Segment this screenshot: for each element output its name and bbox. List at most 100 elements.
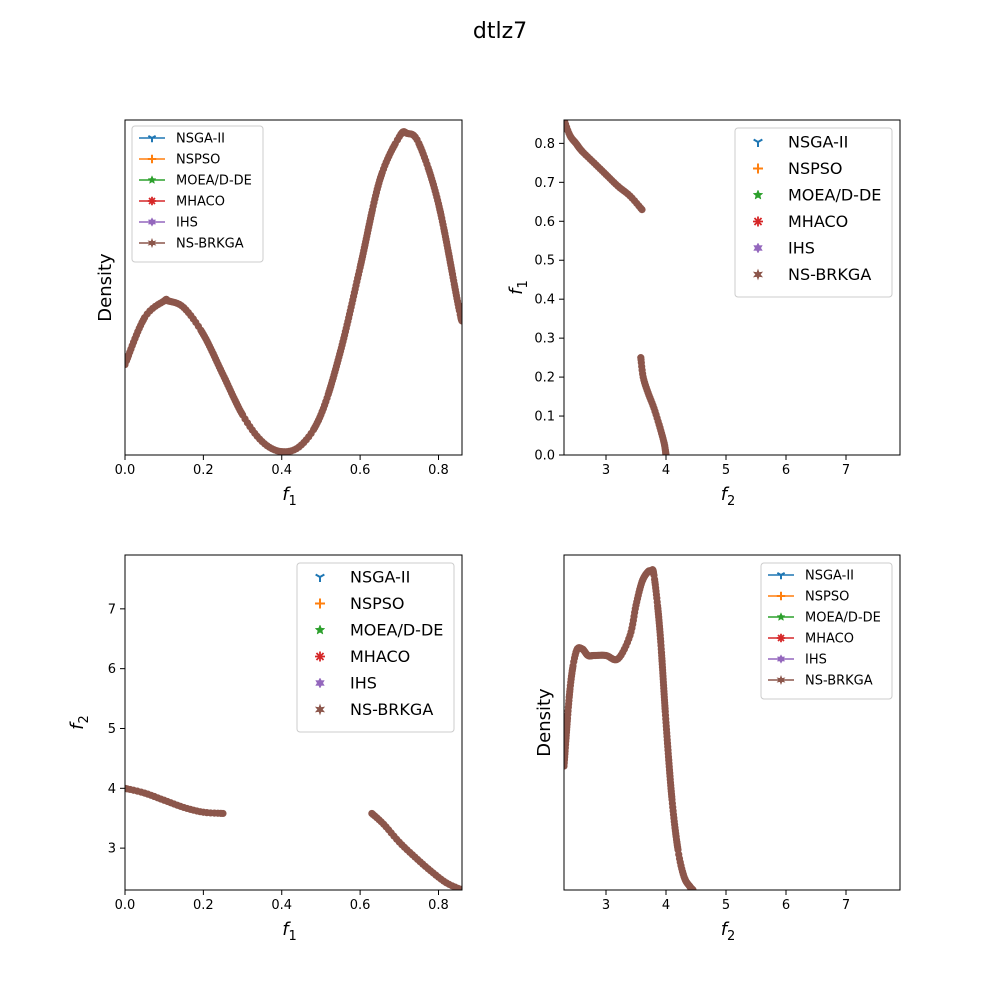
legend-label: MHACO: [788, 212, 848, 231]
x-tick-label: 7: [842, 463, 850, 478]
legend-entry: MOEA/D-DE: [314, 621, 443, 640]
legend-entry: MHACO: [315, 647, 410, 666]
legend-entry: NSGA-II: [753, 133, 848, 152]
y-axis-label: Density: [95, 253, 116, 322]
legend-scatter-f1-f2: NSGA-II NSPSO MOEA/D-DE MHACO IHS NS-BRKGA: [296, 562, 455, 733]
plot-area-scatter-f2-f1: [564, 120, 670, 455]
x-axis-label: f1: [282, 484, 297, 509]
legend-label: NSPSO: [788, 159, 843, 178]
y-tick-label: 0.5: [534, 254, 555, 269]
y-tick-label: 0.4: [534, 293, 555, 308]
y-tick-label: 0.8: [534, 137, 555, 152]
y-tick-label: 5: [108, 722, 116, 737]
legend-label: NSPSO: [805, 590, 849, 605]
legend-entry: IHS: [768, 653, 827, 668]
legend-entry: MHACO: [139, 195, 225, 210]
legend-label: IHS: [176, 216, 198, 231]
legend-label: MOEA/D-DE: [176, 174, 252, 189]
x-tick-label: 7: [842, 898, 850, 913]
x-tick-label: 0.8: [428, 463, 449, 478]
x-tick-label: 0.8: [428, 898, 449, 913]
legend-label: IHS: [350, 674, 377, 693]
plot-area-scatter-f1-f2: [125, 784, 462, 890]
legend-label: NSGA-II: [788, 133, 848, 152]
legend-entry: NS-BRKGA: [752, 265, 871, 284]
x-tick-label: 3: [602, 463, 610, 478]
axes-frame-scatter-f2-f1: [563, 119, 901, 456]
legend-entry: NSPSO: [315, 594, 405, 613]
x-tick-label: 6: [782, 898, 790, 913]
data-point: [689, 886, 697, 890]
y-tick-label: 0.1: [534, 410, 555, 425]
legend-label: MHACO: [176, 195, 225, 210]
legend-label: NS-BRKGA: [788, 265, 871, 284]
x-tick-label: 0.0: [115, 898, 136, 913]
x-axis-label: f1: [282, 919, 297, 944]
legend-entry: NSPSO: [139, 153, 220, 168]
x-tick-label: 0.4: [271, 463, 292, 478]
legend-label: NSPSO: [176, 153, 220, 168]
y-axis-label: f2: [67, 715, 92, 730]
x-tick-label: 6: [782, 463, 790, 478]
subplot-scatter-f1-f2: 0.0 0.2 0.4 0.6 0.8 3 4 5 6 7 f1 f2 NSGA-II NSPSO MOEA…: [67, 554, 463, 944]
legend-label: NSGA-II: [805, 569, 854, 584]
axes-frame-density-f1: [124, 119, 463, 456]
legend-entry: NSPSO: [753, 159, 843, 178]
legend-entry: MHACO: [768, 632, 854, 647]
legend-density-f1: NSGA-II NSPSO MOEA/D-DE MHACO IHS NS-BRKGA: [131, 125, 264, 263]
x-axis-label: f2: [721, 919, 736, 944]
figure-title: dtlz7: [473, 19, 527, 44]
y-axis-label: Density: [534, 688, 555, 757]
subplot-scatter-f2-f1: 3 4 5 6 7 0.0 0.1 0.2 0.3 0.4 0.5 0.6 0.7 0.8 f2 f1 NSGA…: [506, 119, 901, 509]
legend-label: MOEA/D-DE: [350, 621, 443, 640]
legend-label: MOEA/D-DE: [805, 611, 881, 626]
x-tick-label: 4: [662, 463, 670, 478]
legend-label: IHS: [805, 653, 827, 668]
y-tick-label: 6: [108, 662, 116, 677]
legend-label: MHACO: [350, 647, 410, 666]
y-tick-label: 0.3: [534, 332, 555, 347]
legend-entry: IHS: [753, 239, 815, 258]
x-tick-label: 5: [722, 463, 730, 478]
x-tick-label: 4: [662, 898, 670, 913]
legend-entry: NSGA-II: [768, 569, 854, 584]
x-tick-label: 0.2: [193, 898, 214, 913]
legend-entry: MOEA/D-DE: [752, 186, 881, 205]
x-tick-label: 0.2: [193, 463, 214, 478]
x-tick-label: 0.0: [115, 463, 136, 478]
data-point: [458, 317, 462, 325]
legend-label: MOEA/D-DE: [788, 186, 881, 205]
plot-area-density-f1: [125, 128, 462, 455]
legend-entry: IHS: [139, 216, 198, 231]
legend-label: NS-BRKGA: [176, 237, 244, 252]
x-tick-label: 5: [722, 898, 730, 913]
legend-entry: NSGA-II: [315, 568, 410, 587]
y-tick-label: 0.6: [534, 215, 555, 230]
y-tick-label: 0.7: [534, 176, 555, 191]
legend-entry: NSPSO: [768, 590, 849, 605]
x-tick-label: 3: [602, 898, 610, 913]
legend-label: NS-BRKGA: [350, 700, 433, 719]
x-tick-label: 0.4: [271, 898, 292, 913]
data-point: [219, 809, 227, 818]
legend-entry: MHACO: [753, 212, 848, 231]
legend-label: NSPSO: [350, 594, 405, 613]
y-axis-label: f1: [506, 280, 531, 295]
y-tick-label: 0.0: [534, 449, 555, 464]
data-point: [638, 205, 646, 214]
legend-label: MHACO: [805, 632, 854, 647]
x-axis-label: f2: [721, 484, 736, 509]
legend-entry: NSGA-II: [139, 132, 225, 147]
y-tick-label: 3: [108, 842, 116, 857]
axes-frame-density-f2: [563, 554, 901, 891]
legend-entry: NS-BRKGA: [139, 237, 244, 252]
x-tick-label: 0.6: [350, 463, 371, 478]
legend-entry: MOEA/D-DE: [139, 174, 252, 189]
legend-label: IHS: [788, 239, 815, 258]
axes-frame-scatter-f1-f2: [124, 554, 463, 891]
legend-entry: NS-BRKGA: [314, 700, 433, 719]
legend-label: NSGA-II: [350, 568, 410, 587]
data-point: [458, 886, 462, 890]
plot-area-density-f2: [564, 566, 697, 890]
